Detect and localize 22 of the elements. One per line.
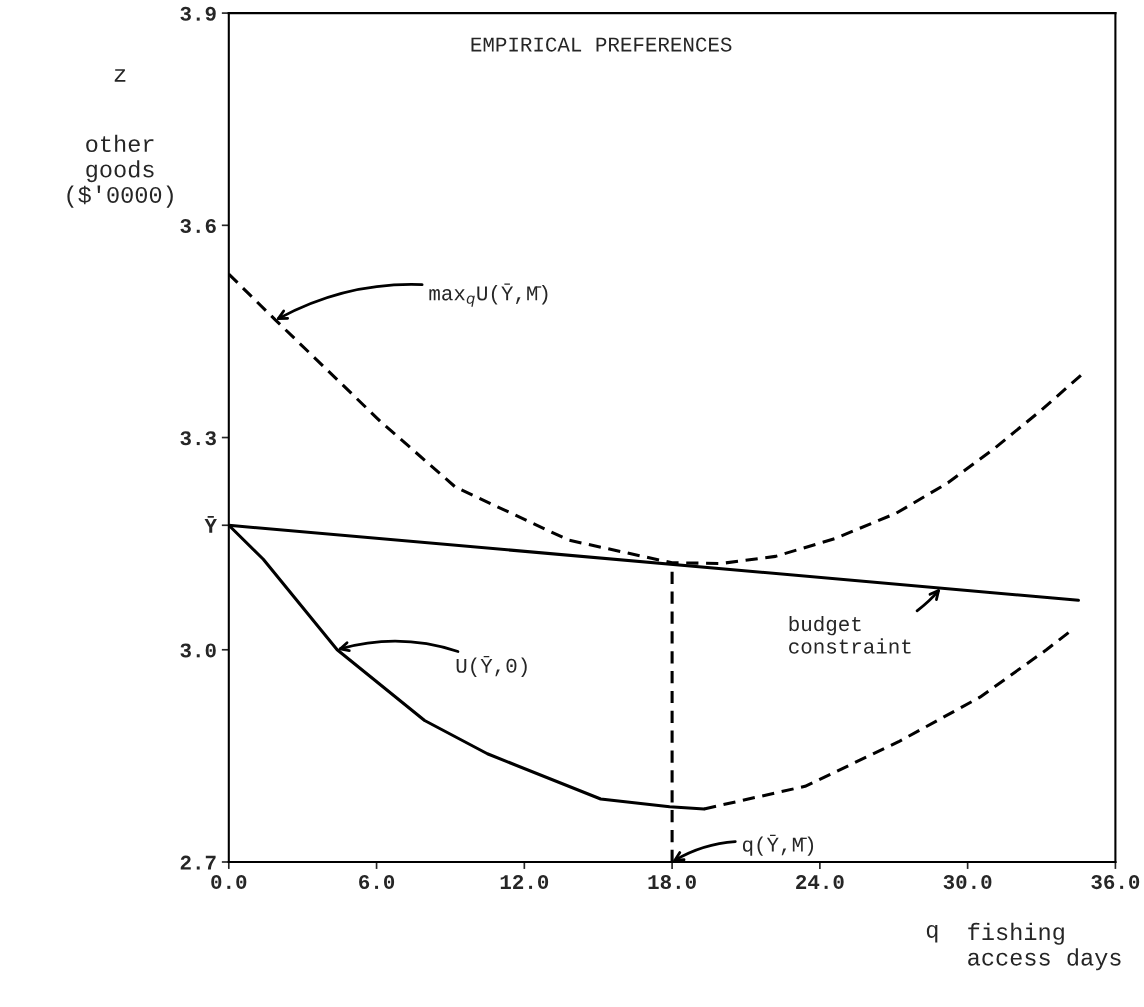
annotation: q(Ȳ,M̄) (742, 834, 814, 856)
x-tick-label: 24.0 (796, 874, 844, 890)
x-tick-label: 0.0 (211, 874, 247, 890)
y-tick-label: 3.3 (180, 431, 216, 446)
x-tick-label: 30.0 (943, 874, 992, 890)
annotation: max$_{q}$U(Ȳ,M̄) (429, 283, 548, 307)
text: other goods ($'0000) (67, 134, 173, 208)
y-tick-label: 2.7 (180, 855, 216, 870)
x-tick-label: 18.0 (648, 874, 696, 890)
text: EMPIRICAL PREFERENCES (471, 37, 732, 52)
y-tick-label: 3.6 (180, 218, 216, 234)
y-axis-title: z (114, 69, 126, 82)
x-tick-label: 6.0 (359, 874, 395, 890)
x-tick-label: 12.0 (500, 874, 549, 890)
annotation: budget constraint (789, 615, 911, 654)
x-axis-title: q (926, 924, 938, 943)
annotation: U(Ȳ,0) (456, 655, 527, 677)
x-tick-label: 36.0 (1091, 874, 1140, 890)
y-tick-label: 3.9 (180, 6, 216, 21)
y-tick-label: Ȳ (204, 516, 217, 533)
text: fishing access days (968, 922, 1121, 971)
y-tick-label: 3.0 (180, 643, 216, 658)
